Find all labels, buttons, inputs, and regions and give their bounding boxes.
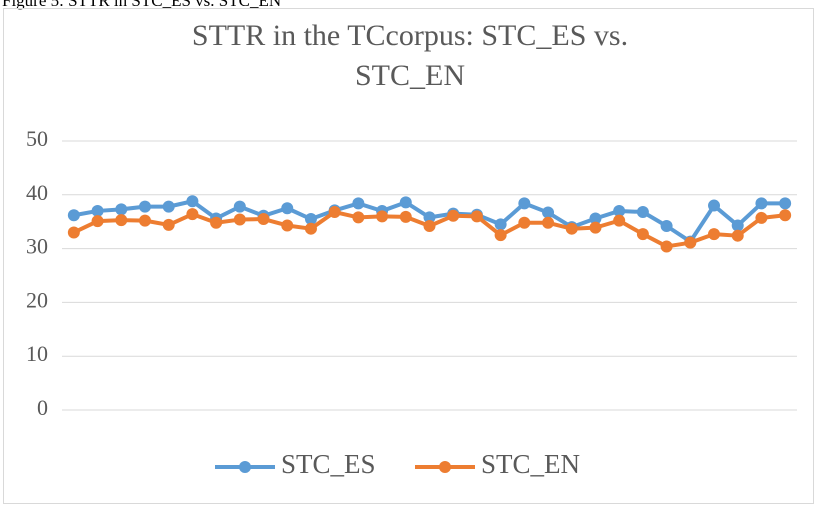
data-point bbox=[186, 195, 199, 208]
data-point bbox=[565, 222, 578, 235]
data-point bbox=[589, 221, 602, 234]
chart-frame bbox=[3, 8, 814, 504]
data-point bbox=[470, 210, 483, 223]
data-point bbox=[281, 219, 294, 232]
data-point bbox=[138, 214, 151, 227]
data-point bbox=[423, 220, 436, 233]
data-point bbox=[731, 219, 744, 232]
data-point bbox=[376, 210, 389, 223]
data-point bbox=[257, 213, 270, 226]
y-tick-label: 0 bbox=[37, 395, 48, 420]
legend-marker bbox=[239, 461, 251, 473]
data-point bbox=[518, 197, 531, 210]
data-point bbox=[352, 211, 365, 224]
legend-label: STC_ES bbox=[281, 449, 376, 479]
data-point bbox=[281, 202, 294, 215]
data-point bbox=[233, 200, 246, 213]
data-point bbox=[542, 216, 555, 229]
data-point bbox=[233, 213, 246, 226]
data-point bbox=[494, 218, 507, 231]
data-point bbox=[779, 197, 792, 210]
data-point bbox=[589, 212, 602, 225]
data-point bbox=[542, 206, 555, 219]
data-point bbox=[91, 204, 104, 217]
data-point bbox=[304, 213, 317, 226]
data-point bbox=[684, 236, 697, 249]
data-point bbox=[518, 216, 531, 229]
data-point bbox=[423, 211, 436, 224]
data-point bbox=[91, 215, 104, 228]
data-point bbox=[636, 228, 649, 241]
data-point bbox=[399, 210, 412, 223]
data-point bbox=[731, 229, 744, 242]
legend-marker bbox=[439, 461, 451, 473]
data-point bbox=[660, 220, 673, 233]
data-point bbox=[494, 229, 507, 242]
data-point bbox=[115, 203, 128, 216]
data-point bbox=[399, 196, 412, 209]
y-tick-label: 20 bbox=[26, 287, 48, 312]
chart-title: STTR in the TCcorpus: STC_ES vs. STC_EN bbox=[191, 19, 629, 92]
y-tick-label: 10 bbox=[26, 341, 48, 366]
data-point bbox=[708, 199, 721, 212]
data-point bbox=[613, 204, 626, 217]
y-tick-label: 50 bbox=[26, 126, 48, 151]
data-point bbox=[708, 228, 721, 241]
data-point bbox=[304, 222, 317, 235]
data-point bbox=[138, 200, 151, 213]
legend-label: STC_EN bbox=[481, 449, 580, 479]
data-point bbox=[352, 197, 365, 210]
data-point bbox=[447, 209, 460, 222]
data-point bbox=[210, 216, 223, 229]
data-point bbox=[755, 211, 768, 224]
data-point bbox=[636, 206, 649, 219]
data-point bbox=[67, 209, 80, 222]
data-point bbox=[779, 209, 792, 222]
data-point bbox=[162, 218, 175, 231]
y-tick-label: 40 bbox=[26, 180, 48, 205]
data-point bbox=[755, 197, 768, 210]
data-point bbox=[162, 200, 175, 213]
y-tick-label: 30 bbox=[26, 234, 48, 259]
data-point bbox=[186, 208, 199, 221]
data-point bbox=[660, 240, 673, 253]
data-point bbox=[115, 214, 128, 227]
data-point bbox=[328, 206, 341, 219]
figure-caption: Figure 5: STTR in STC_ES vs. STC_EN bbox=[2, 0, 282, 10]
data-point bbox=[67, 226, 80, 239]
data-point bbox=[613, 214, 626, 227]
